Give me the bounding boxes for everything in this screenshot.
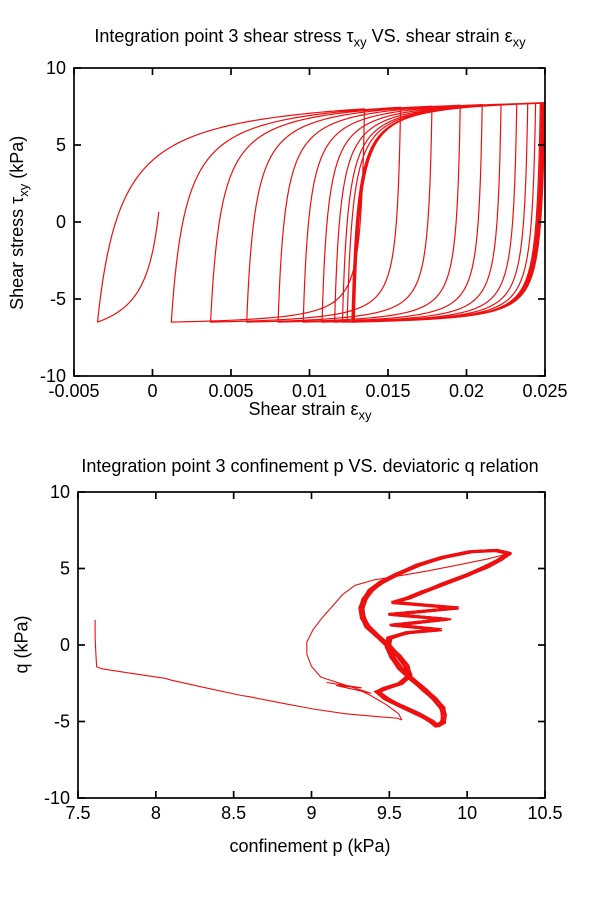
chart2-y-tick-label: 5 <box>60 559 70 579</box>
chart2-y-tick-label: -10 <box>44 788 70 808</box>
chart1-axes-box <box>73 67 546 377</box>
chart1-ylabel-pre: Shear stress <box>7 203 28 310</box>
chart1-x-tick-label: 0 <box>147 381 157 401</box>
chart2-axes-box <box>77 491 546 799</box>
chart2-x-tick-label: 9.5 <box>377 803 402 823</box>
chart1-x-tick-label: 0.025 <box>522 381 567 401</box>
chart1-xlabel-epsilon: ε <box>350 399 359 419</box>
chart1-y-tick-label: 5 <box>56 135 66 155</box>
chart2-y-tick-label: -5 <box>54 712 70 732</box>
chart2-x-tick-label: 8 <box>151 803 161 823</box>
chart2-first-loop-path <box>306 552 510 721</box>
chart1-ylabel-sub: xy <box>15 183 31 197</box>
chart1-hysteresis-curve <box>96 102 546 323</box>
epsilon-symbol: ε <box>504 26 513 46</box>
chart1-y-tick-label: 0 <box>56 212 66 232</box>
chart2-x-tick-label: 7.5 <box>65 803 90 823</box>
chart1-ylabel-tau: τ <box>7 196 28 204</box>
tau-symbol: τ <box>346 26 354 46</box>
chart2-y-axis-label: q (kPa) <box>12 575 33 715</box>
chart1-x-tick-label: 0.015 <box>365 381 410 401</box>
chart2-title: Integration point 3 confinement p VS. de… <box>10 456 600 477</box>
chart2-x-tick-label: 10 <box>457 803 477 823</box>
chart2-title-text: Integration point 3 confinement p VS. de… <box>81 456 539 476</box>
chart1-title: Integration point 3 shear stress τxy VS.… <box>10 26 600 50</box>
chart2-ylabel-text: q (kPa) <box>11 615 32 674</box>
chart1-y-axis-label: Shear stress τxy (kPa) <box>7 73 31 373</box>
chart1-title-mid: VS. shear strain <box>366 26 505 46</box>
chart2-consolidation-path <box>94 619 402 721</box>
chart1-y-tick-label: 10 <box>46 58 66 78</box>
chart2-y-tick-label: 0 <box>60 635 70 655</box>
tau-subscript: xy <box>353 34 367 50</box>
epsilon-subscript: xy <box>512 34 526 50</box>
chart1-x-tick-label: 0.005 <box>208 381 253 401</box>
chart2-y-tick-label: 10 <box>50 482 70 502</box>
chart2-x-tick-label: 9 <box>306 803 316 823</box>
chart2-attractor-loop-12 <box>362 548 511 727</box>
chart1-ylabel-units: (kPa) <box>7 135 28 184</box>
chart1-xlabel-pre: Shear strain <box>248 399 351 419</box>
chart1-x-tick-label: 0.02 <box>449 381 484 401</box>
chart1-y-tick-label: -10 <box>40 366 66 386</box>
chart1-x-axis-label: Shear strain εxy <box>10 399 600 423</box>
chart1-x-tick-label: -0.005 <box>48 381 99 401</box>
chart2-x-axis-label: confinement p (kPa) <box>10 836 600 857</box>
chart1-xlabel-sub: xy <box>358 407 372 423</box>
chart2-xlabel-text: confinement p (kPa) <box>229 836 391 856</box>
chart1-x-tick-label: 0.01 <box>292 381 327 401</box>
chart1-title-pre: Integration point 3 shear stress <box>94 26 347 46</box>
chart2-attractor-loop-9 <box>363 548 512 727</box>
chart2-x-tick-label: 10.5 <box>527 803 562 823</box>
chart2-x-tick-label: 8.5 <box>221 803 246 823</box>
chart1-y-tick-label: -5 <box>50 289 66 309</box>
